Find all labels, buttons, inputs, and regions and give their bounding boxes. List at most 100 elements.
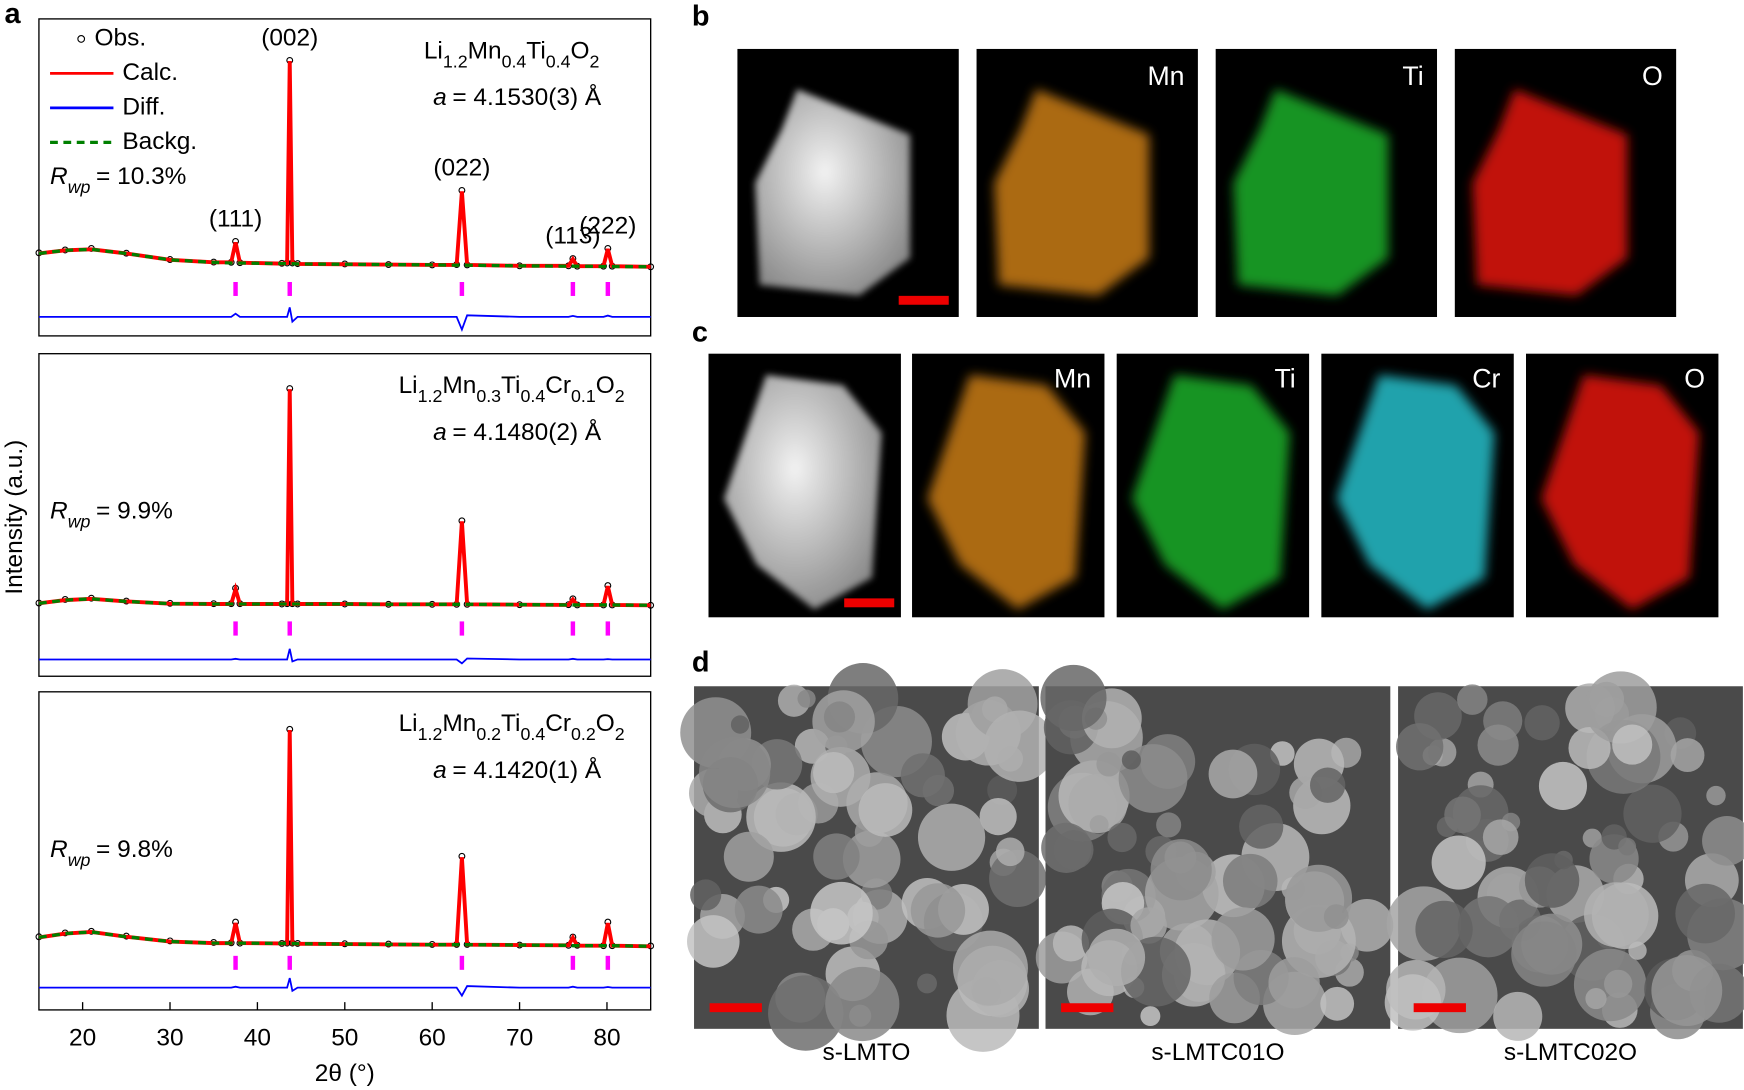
series-line <box>38 307 651 333</box>
panel-letter: a <box>4 0 21 30</box>
particle <box>723 374 882 610</box>
sem-grain <box>979 798 1017 836</box>
micrographs: Mn Ti O Mn Ti Cr Os-LMTO s-LMTC01O s-LMTC02O <box>680 48 1744 1066</box>
particle <box>1233 89 1389 296</box>
particle <box>1472 89 1628 296</box>
sem-grain <box>690 879 722 911</box>
sem-grain <box>1584 671 1657 744</box>
annotation: Li1.2Mn0.2Ti0.4Cr0.2O2 <box>399 711 625 744</box>
plot-frame <box>38 18 652 337</box>
sem-grain <box>1585 987 1607 1010</box>
sem-caption: s-LMTC02O <box>1504 1039 1637 1066</box>
annotation-part: Ti <box>501 711 520 738</box>
sem-grain <box>900 753 945 798</box>
particle <box>755 89 911 296</box>
sem-grain <box>1524 853 1580 908</box>
peak-label: (111) <box>209 206 262 233</box>
annotation-part: 0.4 <box>521 724 546 744</box>
element-label: Ti <box>1402 61 1423 91</box>
series-line <box>38 247 651 269</box>
scale-bar <box>709 1003 762 1013</box>
annotation: Rwp = 10.3% <box>50 163 186 196</box>
sem-grain <box>1623 784 1682 843</box>
annotation-part: R <box>50 163 68 190</box>
annotation-part: Mn <box>442 373 476 400</box>
annotation-part: Li <box>399 373 418 400</box>
legend-label: Backg. <box>122 128 197 155</box>
annotation-part: Cr <box>545 711 571 738</box>
annotation: a = 4.1420(1) Å <box>433 756 602 784</box>
element-label: Mn <box>1147 61 1184 91</box>
legend-label: Diff. <box>122 93 165 120</box>
sem-grain <box>1053 830 1094 870</box>
sem-grain <box>1612 724 1653 765</box>
peak-label: (222) <box>579 212 636 239</box>
sem-grain <box>1477 724 1519 766</box>
annotation-part: = 4.1480(2) Å <box>452 418 602 446</box>
sem-grain <box>1222 853 1278 909</box>
annotation-part: 1.2 <box>418 724 443 744</box>
sem-grain <box>1396 723 1444 771</box>
annotation-part: 0.2 <box>476 724 501 744</box>
legend-label: Calc. <box>122 59 178 86</box>
sem-grain <box>734 885 783 934</box>
annotation-part: Cr <box>545 373 571 400</box>
sem-grain <box>1268 957 1320 1009</box>
sem-grain <box>1651 955 1723 1027</box>
sem-grain <box>987 775 1018 806</box>
panel-letter: b <box>692 0 710 32</box>
annotation-part: = 9.8% <box>96 836 173 863</box>
panel-letter: d <box>692 647 710 679</box>
annotation-part: R <box>50 836 68 863</box>
legend-symbol <box>77 35 86 43</box>
annotation: a = 4.1530(3) Å <box>433 83 602 111</box>
x-tick-label: 20 <box>69 1024 96 1051</box>
annotation: a = 4.1480(2) Å <box>433 418 602 446</box>
sem-grain <box>1444 796 1481 834</box>
sem-grain <box>1603 969 1633 999</box>
sem-grain <box>1538 761 1587 810</box>
series-line <box>38 597 651 607</box>
sem-grain <box>1675 883 1735 944</box>
sem-grain <box>687 915 740 968</box>
sem-grain <box>1618 837 1637 856</box>
annotation-part: wp <box>68 177 91 197</box>
sem-grain <box>952 930 1028 1006</box>
scale-bar <box>1061 1003 1114 1013</box>
annotation-part: = 4.1420(1) Å <box>452 756 602 784</box>
annotation-part: Li <box>399 711 418 738</box>
sem-grain <box>917 803 986 871</box>
sem-grain <box>917 973 938 994</box>
sem-grain <box>1511 921 1577 987</box>
annotation-part: O <box>570 38 589 65</box>
annotation-part: 2 <box>590 51 600 71</box>
sem-caption: s-LMTO <box>823 1039 911 1066</box>
sem-grain <box>1568 727 1611 770</box>
sem-grain <box>1096 751 1122 777</box>
scale-bar <box>844 598 895 608</box>
element-label: O <box>1642 61 1663 91</box>
sem-grain <box>1068 773 1128 834</box>
element-label: Mn <box>1054 363 1091 393</box>
sem-grain <box>995 837 1025 867</box>
sem-grain <box>1140 1006 1161 1027</box>
sem-grain <box>1323 904 1349 929</box>
particle <box>1541 374 1700 610</box>
annotation-part: = 9.9% <box>96 498 173 525</box>
annotation-part: Mn <box>468 38 502 65</box>
sem-grain <box>1121 750 1141 770</box>
sem-grain <box>1584 882 1649 948</box>
annotation-part: R <box>50 498 68 525</box>
sem-grain <box>1040 664 1107 731</box>
sem-grain <box>842 830 901 888</box>
sem-grain <box>1211 907 1275 971</box>
sem-grain <box>1087 928 1146 987</box>
peak-label: (022) <box>433 155 490 182</box>
annotation-part: 0.4 <box>521 386 546 406</box>
sem-grain <box>1309 767 1346 803</box>
annotation-part: 0.4 <box>502 51 527 71</box>
annotation-part: a <box>433 419 447 446</box>
sem-grain <box>768 975 844 1051</box>
peak-label: (113) <box>545 222 600 249</box>
